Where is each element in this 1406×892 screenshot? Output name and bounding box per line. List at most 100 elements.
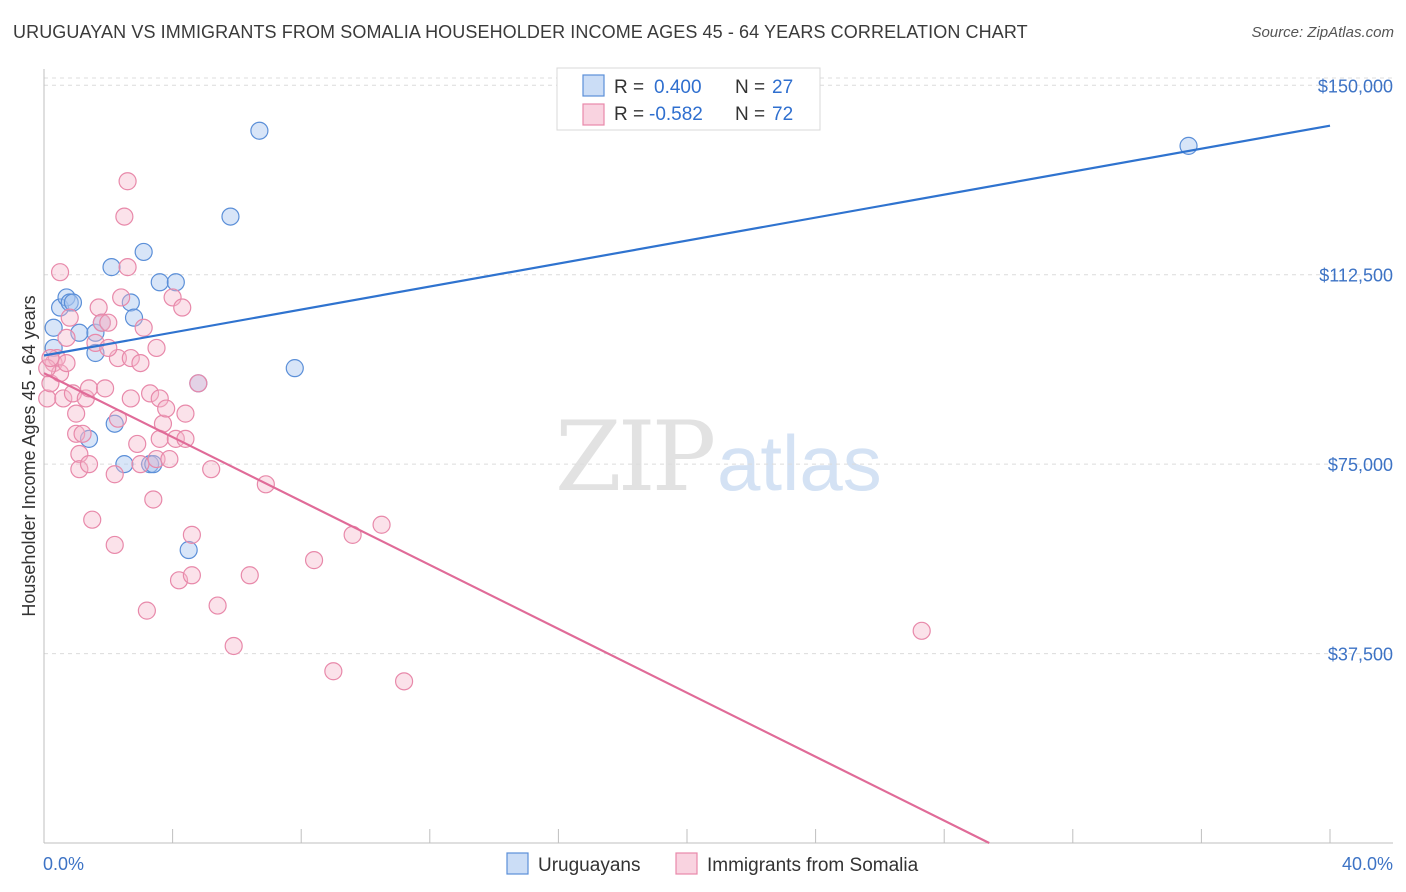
point-uruguayans	[285, 359, 304, 378]
point-somalia	[147, 338, 166, 358]
source-label: Source: ZipAtlas.com	[1251, 24, 1394, 41]
point-somalia	[67, 424, 86, 443]
point-somalia	[95, 379, 115, 398]
point-somalia	[70, 460, 89, 479]
point-somalia	[131, 353, 150, 373]
point-somalia	[150, 389, 169, 408]
stats-legend: R = 0.400 N = 27 R = -0.582 N = 72	[556, 67, 821, 131]
point-somalia	[224, 636, 243, 656]
series-label-somalia: Immigrants from Somalia	[707, 855, 919, 876]
y-axis-label: Householder Income Ages 45 - 64 years	[19, 295, 39, 616]
point-somalia	[115, 207, 134, 226]
series-label-uruguayans: Uruguayans	[538, 855, 640, 876]
series-swatch-uruguayans	[506, 852, 529, 875]
watermark-zip: ZIP	[555, 401, 714, 513]
point-somalia	[176, 429, 195, 448]
point-somalia	[137, 601, 156, 620]
point-uruguayans	[105, 414, 124, 433]
point-somalia	[118, 172, 137, 191]
data-points	[38, 121, 1198, 691]
point-somalia	[57, 328, 76, 347]
point-somalia	[134, 318, 153, 337]
point-uruguayans	[44, 318, 63, 337]
y-tick-label: $150,000	[1318, 76, 1393, 96]
y-tick-label: $75,000	[1328, 455, 1393, 475]
point-somalia	[372, 515, 391, 534]
legend-n-label-2: N =	[735, 104, 765, 125]
point-somalia	[157, 399, 176, 418]
legend-n-value-1: 27	[772, 77, 793, 98]
point-uruguayans	[166, 273, 185, 292]
y-tick-labels: $37,500 $75,000 $112,500 $150,000	[1318, 76, 1393, 664]
point-somalia	[208, 596, 227, 615]
point-somalia	[173, 298, 192, 317]
point-somalia	[67, 404, 86, 423]
legend-n-label-1: N =	[735, 77, 765, 98]
legend-swatch-blue	[582, 74, 605, 97]
legend-swatch-pink	[582, 103, 605, 126]
point-somalia	[147, 449, 166, 469]
point-somalia	[176, 404, 195, 423]
point-somalia	[182, 525, 201, 544]
point-somalia	[38, 359, 57, 378]
point-somalia	[99, 313, 118, 332]
point-somalia	[105, 535, 124, 555]
point-somalia	[60, 308, 79, 327]
point-somalia	[83, 510, 102, 529]
point-somalia	[182, 566, 201, 585]
x-ticks	[43, 829, 1331, 843]
point-somalia	[240, 566, 259, 585]
chart-title: URUGUAYAN VS IMMIGRANTS FROM SOMALIA HOU…	[13, 22, 1028, 42]
point-somalia	[202, 460, 221, 479]
axes	[43, 69, 1393, 844]
x-tick-label-left: 0.0%	[43, 854, 84, 874]
legend-r-value-2: -0.582	[649, 104, 703, 125]
point-somalia	[89, 298, 108, 317]
point-somalia	[38, 389, 57, 408]
point-somalia	[121, 348, 140, 368]
point-somalia	[128, 434, 147, 454]
point-somalia	[131, 455, 150, 474]
point-uruguayans	[150, 273, 169, 292]
point-uruguayans	[250, 121, 269, 140]
point-uruguayans	[63, 293, 83, 312]
point-somalia	[140, 384, 160, 403]
point-somalia	[54, 389, 73, 408]
point-somalia	[160, 449, 179, 469]
point-somalia	[57, 353, 76, 373]
point-somalia	[304, 551, 324, 570]
y-tick-label: $37,500	[1328, 645, 1393, 665]
point-somalia	[105, 465, 124, 484]
x-tick-label-right: 40.0%	[1342, 854, 1393, 874]
point-somalia	[144, 490, 163, 509]
point-somalia	[112, 288, 131, 307]
legend-n-value-2: 72	[772, 104, 793, 125]
point-uruguayans	[121, 293, 140, 312]
point-somalia	[79, 379, 99, 398]
trend-lines	[43, 124, 1331, 844]
legend-r-value-1: 0.400	[654, 77, 702, 98]
series-legend: Uruguayans Immigrants from Somalia	[506, 852, 919, 876]
y-tick-label: $112,500	[1319, 266, 1393, 286]
series-swatch-somalia	[675, 852, 698, 875]
point-uruguayans	[102, 258, 121, 277]
point-somalia	[79, 455, 99, 474]
trend-line-somalia	[43, 372, 990, 844]
point-uruguayans	[179, 540, 198, 560]
trend-line-uruguayans	[43, 124, 1331, 357]
point-uruguayans	[144, 455, 163, 474]
point-somalia	[394, 672, 414, 691]
point-somalia	[324, 662, 343, 681]
point-somalia	[92, 313, 111, 332]
watermark-atlas: atlas	[717, 419, 882, 507]
point-somalia	[41, 348, 60, 368]
point-somalia	[121, 389, 140, 408]
point-uruguayans	[134, 242, 153, 262]
point-somalia	[50, 263, 70, 282]
point-somalia	[912, 621, 931, 640]
point-uruguayans	[86, 323, 105, 342]
point-somalia	[73, 424, 92, 443]
legend-r-label-2: R =	[614, 104, 644, 125]
legend-r-label-1: R =	[614, 77, 644, 98]
